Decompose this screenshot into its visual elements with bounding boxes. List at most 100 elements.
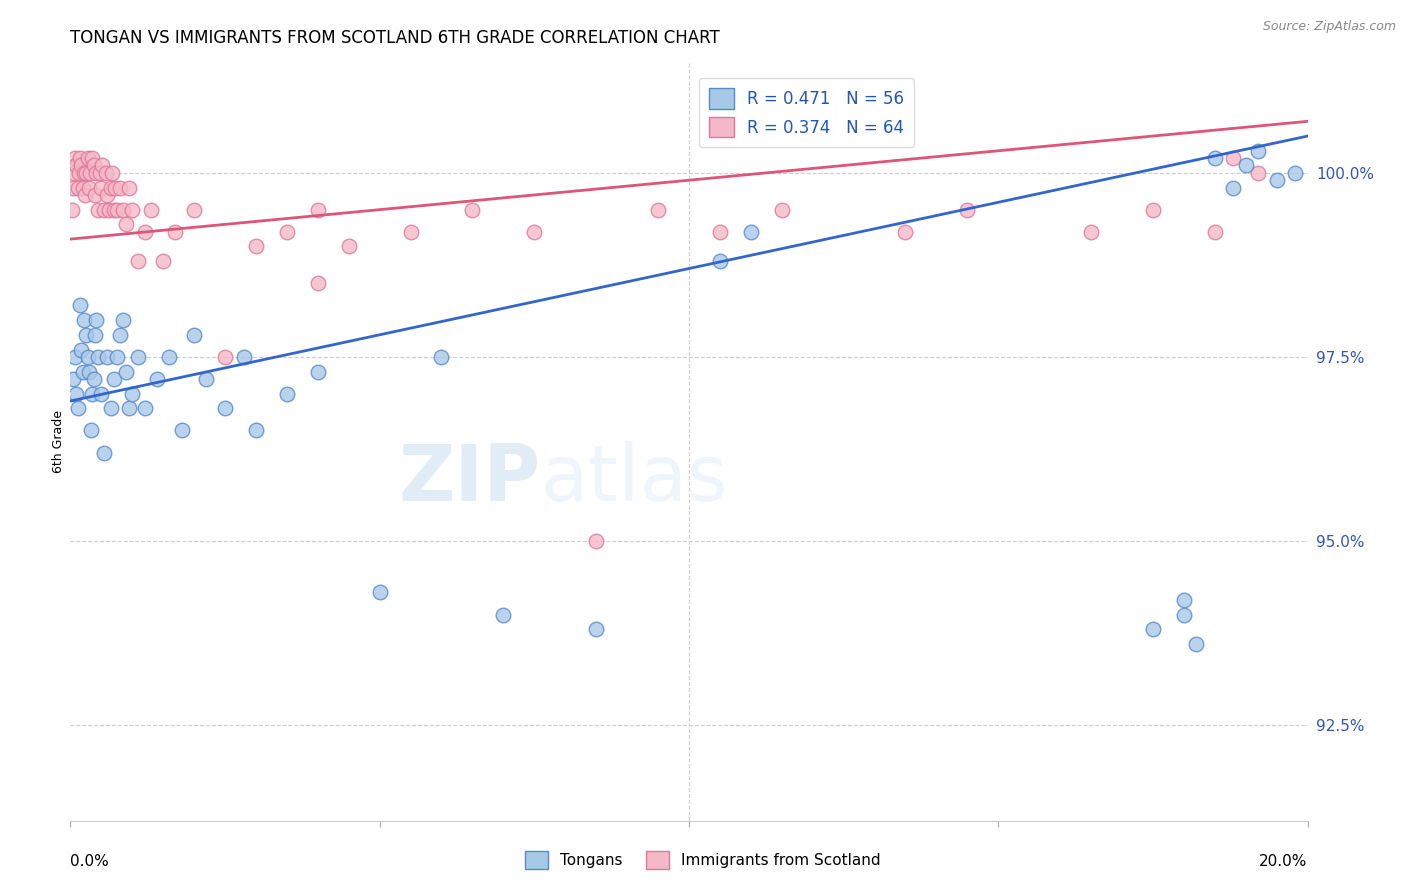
Point bbox=[65, 159, 87, 173]
Text: ZIP: ZIP bbox=[398, 442, 540, 517]
Point bbox=[709, 225, 731, 239]
Point bbox=[1142, 202, 1164, 217]
Point bbox=[91, 159, 114, 173]
Point bbox=[111, 313, 134, 327]
Text: TONGAN VS IMMIGRANTS FROM SCOTLAND 6TH GRADE CORRELATION CHART: TONGAN VS IMMIGRANTS FROM SCOTLAND 6TH G… bbox=[70, 29, 720, 47]
Point bbox=[647, 202, 669, 217]
Point bbox=[87, 350, 110, 364]
Legend: Tongans, Immigrants from Scotland: Tongans, Immigrants from Scotland bbox=[519, 845, 887, 875]
Point bbox=[80, 386, 103, 401]
Point bbox=[1204, 225, 1226, 239]
Point bbox=[214, 350, 236, 364]
Point bbox=[66, 401, 89, 416]
Point bbox=[70, 343, 93, 357]
Point bbox=[307, 365, 329, 379]
Point bbox=[307, 202, 329, 217]
Point bbox=[461, 202, 484, 217]
Point bbox=[121, 202, 143, 217]
Point bbox=[83, 372, 105, 386]
Point bbox=[80, 424, 103, 438]
Text: atlas: atlas bbox=[540, 442, 728, 517]
Point bbox=[63, 166, 86, 180]
Point bbox=[108, 327, 131, 342]
Point bbox=[1234, 159, 1257, 173]
Point bbox=[1247, 166, 1270, 180]
Point bbox=[84, 313, 107, 327]
Point bbox=[399, 225, 422, 239]
Point bbox=[79, 166, 101, 180]
Point bbox=[73, 166, 96, 180]
Point bbox=[1222, 180, 1244, 194]
Point bbox=[146, 372, 169, 386]
Point bbox=[165, 225, 187, 239]
Point bbox=[111, 202, 134, 217]
Point bbox=[214, 401, 236, 416]
Point bbox=[103, 202, 125, 217]
Point bbox=[152, 254, 174, 268]
Point bbox=[1173, 607, 1195, 622]
Point bbox=[121, 386, 143, 401]
Point bbox=[103, 372, 125, 386]
Point bbox=[709, 254, 731, 268]
Point bbox=[104, 180, 127, 194]
Point bbox=[101, 166, 124, 180]
Point bbox=[134, 225, 156, 239]
Point bbox=[1204, 151, 1226, 165]
Point bbox=[65, 386, 87, 401]
Point bbox=[1222, 151, 1244, 165]
Point bbox=[108, 180, 131, 194]
Point bbox=[170, 424, 193, 438]
Point bbox=[96, 188, 118, 202]
Point bbox=[77, 365, 100, 379]
Point bbox=[523, 225, 546, 239]
Text: Source: ZipAtlas.com: Source: ZipAtlas.com bbox=[1263, 20, 1396, 33]
Point bbox=[118, 180, 141, 194]
Point bbox=[585, 622, 607, 636]
Point bbox=[118, 401, 141, 416]
Point bbox=[62, 180, 84, 194]
Point bbox=[1080, 225, 1102, 239]
Point bbox=[105, 202, 128, 217]
Point bbox=[115, 365, 138, 379]
Point bbox=[1265, 173, 1288, 187]
Point bbox=[276, 225, 298, 239]
Point bbox=[127, 350, 149, 364]
Point bbox=[1173, 592, 1195, 607]
Point bbox=[232, 350, 254, 364]
Point bbox=[77, 180, 100, 194]
Point bbox=[127, 254, 149, 268]
Point bbox=[75, 166, 97, 180]
Point bbox=[73, 313, 96, 327]
Point bbox=[72, 365, 94, 379]
Text: 20.0%: 20.0% bbox=[1260, 854, 1308, 869]
Point bbox=[105, 350, 128, 364]
Point bbox=[96, 350, 118, 364]
Point bbox=[894, 225, 917, 239]
Point bbox=[307, 277, 329, 291]
Point bbox=[72, 180, 94, 194]
Point bbox=[492, 607, 515, 622]
Point bbox=[1142, 622, 1164, 636]
Point bbox=[430, 350, 453, 364]
Point bbox=[76, 350, 98, 364]
Point bbox=[83, 159, 105, 173]
Point bbox=[93, 445, 115, 459]
Point bbox=[69, 151, 91, 165]
Point bbox=[276, 386, 298, 401]
Point bbox=[89, 166, 111, 180]
Point bbox=[87, 202, 110, 217]
Point bbox=[76, 151, 98, 165]
Point bbox=[93, 202, 115, 217]
Point bbox=[66, 180, 89, 194]
Point bbox=[65, 350, 87, 364]
Y-axis label: 6th Grade: 6th Grade bbox=[52, 410, 65, 473]
Point bbox=[134, 401, 156, 416]
Point bbox=[75, 188, 97, 202]
Point bbox=[67, 166, 90, 180]
Point bbox=[69, 298, 91, 312]
Point bbox=[245, 424, 267, 438]
Point bbox=[245, 239, 267, 253]
Point bbox=[183, 327, 205, 342]
Point bbox=[956, 202, 979, 217]
Point bbox=[1284, 166, 1306, 180]
